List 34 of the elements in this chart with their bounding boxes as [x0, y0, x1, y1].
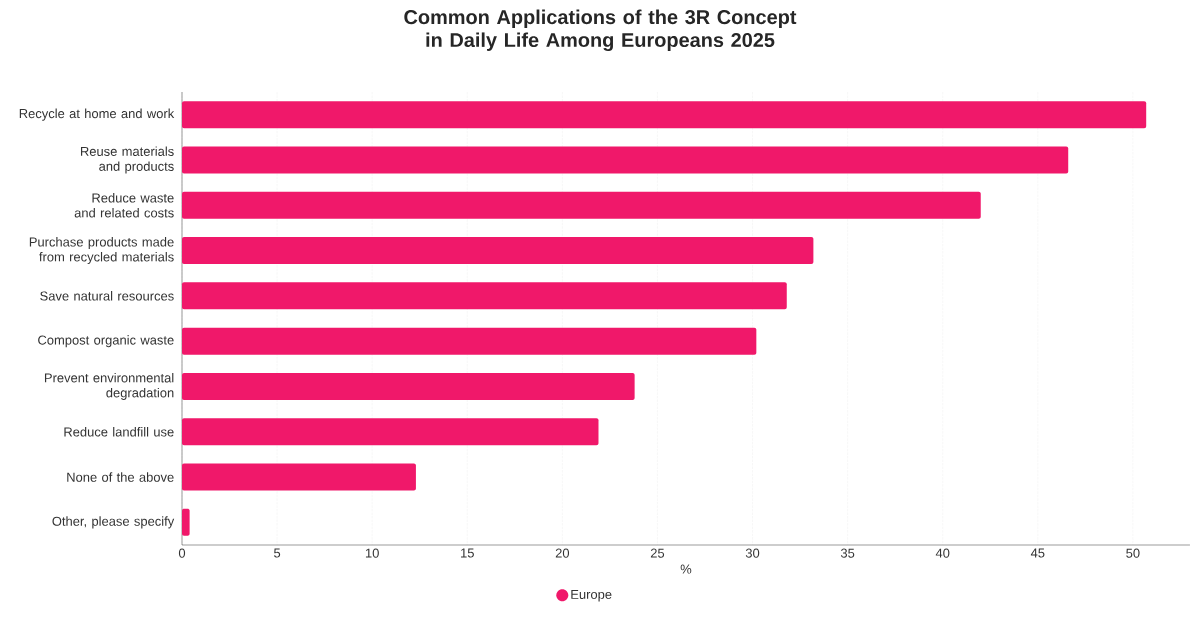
- x-tick-label: 50: [1126, 548, 1140, 558]
- bar: [182, 191, 981, 219]
- bar: [182, 237, 814, 265]
- x-tick-label: 40: [935, 548, 950, 558]
- bar: [182, 418, 599, 446]
- chart-title: Common Applications of the 3R Concept in Daily Life Among Europeans 2025: [404, 9, 797, 52]
- x-tick-label: 0: [178, 548, 186, 558]
- x-tick-label: 20: [555, 548, 570, 558]
- x-tick-label: 25: [650, 548, 665, 558]
- x-tick-label: 10: [365, 548, 379, 558]
- bar: [182, 508, 190, 536]
- bar: [182, 327, 757, 355]
- legend-label: Europe: [571, 589, 612, 602]
- y-tick-label: Compost organic waste: [38, 335, 174, 348]
- x-tick-label: 30: [745, 548, 760, 558]
- y-tick-label: Other, please specify: [52, 516, 175, 529]
- bar: [182, 463, 416, 491]
- bar: [182, 146, 1069, 174]
- y-tick-label: Purchase products made from recycled materials: [29, 237, 174, 265]
- bar: [182, 282, 787, 310]
- x-tick-label: 15: [461, 548, 474, 558]
- y-tick-label: Save natural resources: [40, 291, 174, 301]
- y-tick-label: None of the above: [67, 472, 174, 482]
- y-tick-label: Prevent environmental degradation: [44, 372, 174, 400]
- x-tick-label: 5: [274, 548, 281, 558]
- bar: [182, 372, 635, 400]
- bar: [182, 101, 1147, 129]
- x-axis-title: %: [680, 564, 692, 574]
- y-tick-label: Reduce waste and related costs: [74, 193, 174, 218]
- y-tick-label: Reuse materials and products: [80, 146, 174, 174]
- x-tick-label: 35: [840, 548, 855, 558]
- y-tick-label: Recycle at home and work: [19, 108, 175, 121]
- y-tick-label: Reduce landfill use: [64, 426, 174, 437]
- x-tick-label: 45: [1030, 548, 1045, 558]
